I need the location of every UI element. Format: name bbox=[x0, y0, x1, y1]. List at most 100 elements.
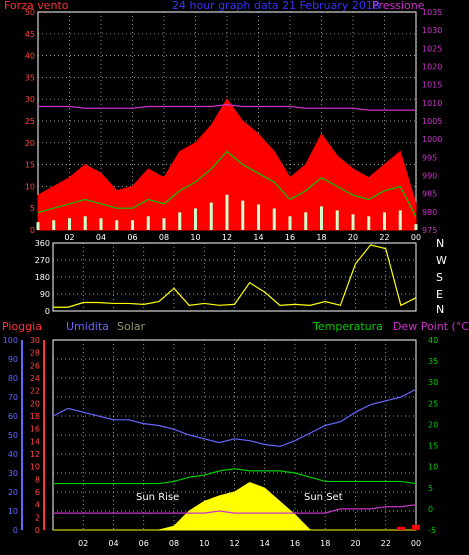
wind-low-bar bbox=[83, 216, 87, 230]
pressure-y-tick-label: 1015 bbox=[422, 81, 442, 90]
direction-y-tick-label: 0 bbox=[45, 307, 50, 316]
temperature-axis-label: Temperatura bbox=[313, 320, 383, 333]
direction-panel-grid bbox=[53, 243, 417, 311]
pressure-y-tick-label: 990 bbox=[422, 172, 437, 181]
direction-label-n-top: N bbox=[436, 237, 445, 250]
direction-label-s: S bbox=[436, 271, 443, 284]
pressure-y-tick-label: 1025 bbox=[422, 44, 442, 53]
wind-low-bar bbox=[52, 220, 56, 230]
wind-low-bar bbox=[320, 206, 323, 230]
humidity-y-tick-label: 50 bbox=[8, 431, 18, 440]
atmosphere-x-tick-label: 22 bbox=[381, 539, 391, 548]
wind-y-tick-label: 30 bbox=[25, 95, 35, 104]
sun-set-annotation: Sun Set bbox=[304, 492, 343, 503]
solar-area bbox=[53, 481, 416, 531]
rain-y-tick-label: 4 bbox=[35, 501, 40, 510]
pressure-axis-label: Pressione bbox=[372, 0, 425, 12]
wind-low-bar bbox=[383, 212, 386, 230]
wind-x-tick-label: 12 bbox=[222, 233, 232, 242]
direction-series bbox=[53, 244, 417, 308]
temperature-y-tick-label: 30 bbox=[428, 378, 438, 387]
pressure-y-tick-label: 980 bbox=[422, 208, 437, 217]
wind-pressure-series bbox=[36, 98, 418, 231]
rain-y-tick-label: 22 bbox=[30, 387, 40, 396]
wind-x-tick-label: 02 bbox=[64, 233, 74, 242]
wind-y-tick-label: 35 bbox=[25, 73, 35, 82]
atmosphere-x-tick-label: 14 bbox=[260, 539, 270, 548]
wind-low-bar bbox=[398, 210, 402, 230]
wind-y-tick-label: 45 bbox=[25, 30, 35, 39]
wind-x-tick-label: 18 bbox=[316, 233, 326, 242]
pressure-y-tick-label: 1000 bbox=[422, 135, 442, 144]
rain-axis-label: Pioggia bbox=[2, 320, 42, 333]
atmosphere-x-tick-label: 12 bbox=[229, 539, 239, 548]
pressure-line bbox=[38, 104, 416, 111]
wind-average-line bbox=[37, 150, 417, 218]
wind-low-bar bbox=[241, 200, 245, 230]
wind-panel-grid bbox=[38, 12, 417, 230]
humidity-y-tick-label: 0 bbox=[13, 526, 18, 535]
wind-low-bar bbox=[162, 218, 166, 230]
atmosphere-x-tick-label: 20 bbox=[350, 539, 360, 548]
wind-x-tick-label: 22 bbox=[379, 233, 389, 242]
wind-x-tick-label: 14 bbox=[253, 233, 263, 242]
atmosphere-x-tick-label: 04 bbox=[108, 539, 118, 548]
wind-x-tick-label: 08 bbox=[159, 233, 169, 242]
wind-direction-line bbox=[53, 244, 417, 308]
direction-y-tick-label: 180 bbox=[35, 273, 50, 282]
humidity-y-tick-label: 70 bbox=[8, 393, 18, 402]
humidity-y-tick-label: 100 bbox=[3, 336, 18, 345]
humidity-y-tick-label: 60 bbox=[8, 412, 18, 421]
temperature-y-tick-label: 25 bbox=[428, 399, 438, 408]
pressure-y-tick-label: 1020 bbox=[422, 63, 442, 72]
rain-y-tick-label: 26 bbox=[30, 361, 40, 370]
wind-y-tick-label: 5 bbox=[30, 204, 35, 213]
rain-y-tick-label: 10 bbox=[30, 463, 40, 472]
pressure-y-tick-label: 1005 bbox=[422, 117, 442, 126]
atmosphere-x-tick-label: 00 bbox=[411, 539, 421, 548]
rain-bar bbox=[412, 524, 420, 530]
humidity-y-tick-label: 40 bbox=[8, 450, 18, 459]
temperature-line bbox=[53, 468, 417, 485]
rain-y-tick-label: 6 bbox=[35, 488, 40, 497]
wind-low-bar bbox=[335, 210, 339, 230]
wind-low-bar bbox=[115, 220, 119, 230]
direction-label-n-bottom: N bbox=[436, 303, 445, 316]
wind-low-bar bbox=[99, 218, 103, 230]
solar-axis-label: Solar bbox=[117, 320, 146, 333]
direction-y-tick-label: 360 bbox=[35, 239, 50, 248]
rain-y-tick-label: 24 bbox=[30, 374, 40, 383]
pressure-y-tick-label: 1035 bbox=[422, 8, 442, 17]
wind-low-bar bbox=[194, 208, 197, 230]
direction-label-e: E bbox=[436, 288, 443, 301]
wind-x-tick-label: 04 bbox=[96, 233, 106, 242]
rain-y-tick-label: 30 bbox=[30, 336, 40, 345]
pressure-y-tick-label: 995 bbox=[422, 153, 437, 162]
humidity-y-tick-label: 30 bbox=[8, 469, 18, 478]
humidity-y-tick-label: 90 bbox=[8, 355, 18, 364]
humidity-y-tick-label: 80 bbox=[8, 374, 18, 383]
humidity-line bbox=[52, 388, 417, 448]
wind-x-tick-label: 20 bbox=[348, 233, 358, 242]
wind-low-bar bbox=[304, 212, 308, 230]
wind-x-tick-label: 00 bbox=[411, 233, 421, 242]
wind-low-bar bbox=[257, 204, 260, 230]
pressure-y-tick-label: 975 bbox=[422, 226, 437, 235]
atmosphere-x-tick-label: 18 bbox=[320, 539, 330, 548]
wind-gust-area bbox=[37, 98, 417, 231]
atmosphere-x-tick-label: 16 bbox=[290, 539, 300, 548]
chart-title: 24 hour graph data 21 February 2018 bbox=[172, 0, 380, 12]
rain-y-tick-label: 14 bbox=[30, 437, 40, 446]
direction-y-tick-label: 90 bbox=[40, 290, 50, 299]
humidity-axis-label: Umidita bbox=[66, 320, 109, 333]
temperature-y-tick-label: 5 bbox=[428, 484, 433, 493]
wind-low-bar bbox=[209, 202, 213, 230]
wind-low-bar bbox=[131, 220, 134, 230]
wind-low-bar bbox=[36, 222, 40, 230]
direction-label-w: W bbox=[436, 254, 447, 267]
wind-low-bar bbox=[351, 214, 355, 230]
wind-y-tick-label: 20 bbox=[25, 139, 35, 148]
rain-y-tick-label: 28 bbox=[30, 349, 40, 358]
atmosphere-series bbox=[52, 388, 420, 531]
humidity-y-tick-label: 20 bbox=[8, 488, 18, 497]
